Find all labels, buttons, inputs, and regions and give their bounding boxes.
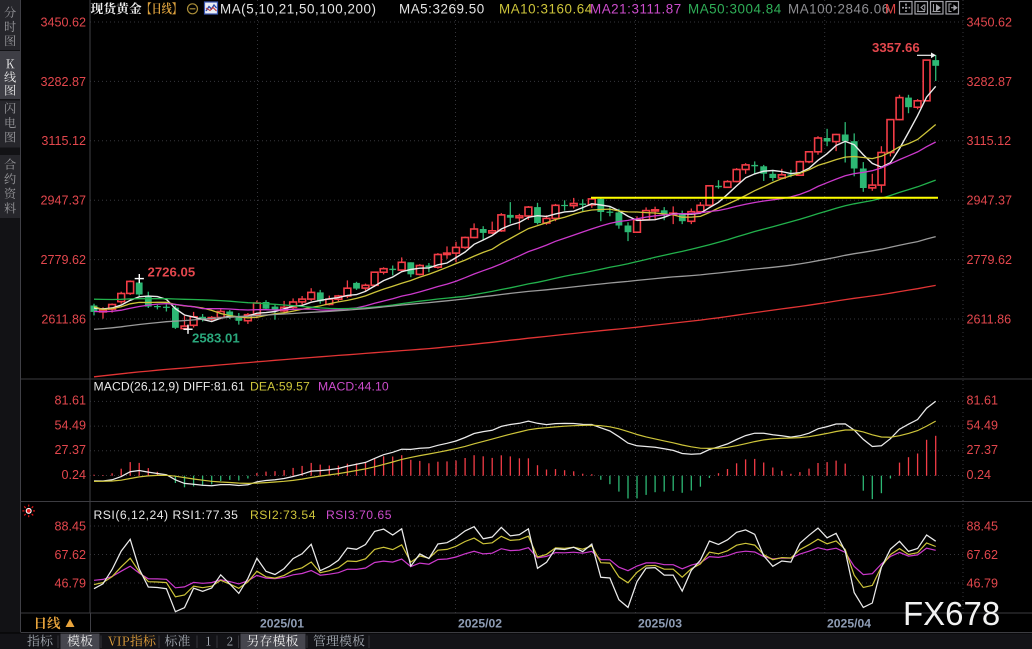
svg-text:88.45: 88.45 [967,519,999,533]
svg-text:2779.62: 2779.62 [967,253,1013,267]
svg-text:2025/01: 2025/01 [260,617,304,631]
svg-text:81.61: 81.61 [967,394,999,408]
svg-text:2726.05: 2726.05 [148,264,196,279]
svg-text:3115.12: 3115.12 [967,134,1012,148]
svg-text:54.49: 54.49 [54,418,86,432]
svg-text:2611.86: 2611.86 [41,312,86,326]
svg-text:81.61: 81.61 [54,394,86,408]
svg-text:3357.66: 3357.66 [872,40,920,55]
svg-text:3450.62: 3450.62 [967,15,1013,29]
svg-text:MA(5,10,21,50,100,200)MA5:3269: MA(5,10,21,50,100,200) MA5:3269.50 MA10:31… [220,1,897,16]
svg-text:2583.01: 2583.01 [192,331,240,346]
svg-text:3282.87: 3282.87 [40,75,86,89]
svg-text:2611.86: 2611.86 [967,312,1012,326]
svg-text:3282.87: 3282.87 [967,75,1013,89]
svg-text:0.24: 0.24 [967,468,992,482]
svg-text:46.79: 46.79 [54,576,86,590]
svg-text:88.45: 88.45 [54,519,86,533]
svg-text:67.62: 67.62 [54,548,86,562]
svg-text:2947.37: 2947.37 [40,194,86,208]
svg-text:2947.37: 2947.37 [967,194,1013,208]
svg-text:2025/02: 2025/02 [458,617,502,631]
svg-text:27.37: 27.37 [967,443,999,457]
svg-text:46.79: 46.79 [967,576,999,590]
svg-text:67.62: 67.62 [967,548,999,562]
svg-text:0.24: 0.24 [61,468,86,482]
svg-text:FX678: FX678 [903,595,1000,632]
svg-text:54.49: 54.49 [967,418,999,432]
svg-text:2025/03: 2025/03 [638,617,682,631]
svg-text:3450.62: 3450.62 [40,15,86,29]
svg-text:2779.62: 2779.62 [40,253,86,267]
svg-text:27.37: 27.37 [54,443,86,457]
svg-text:2025/04: 2025/04 [827,617,871,631]
svg-text:3115.12: 3115.12 [41,134,86,148]
